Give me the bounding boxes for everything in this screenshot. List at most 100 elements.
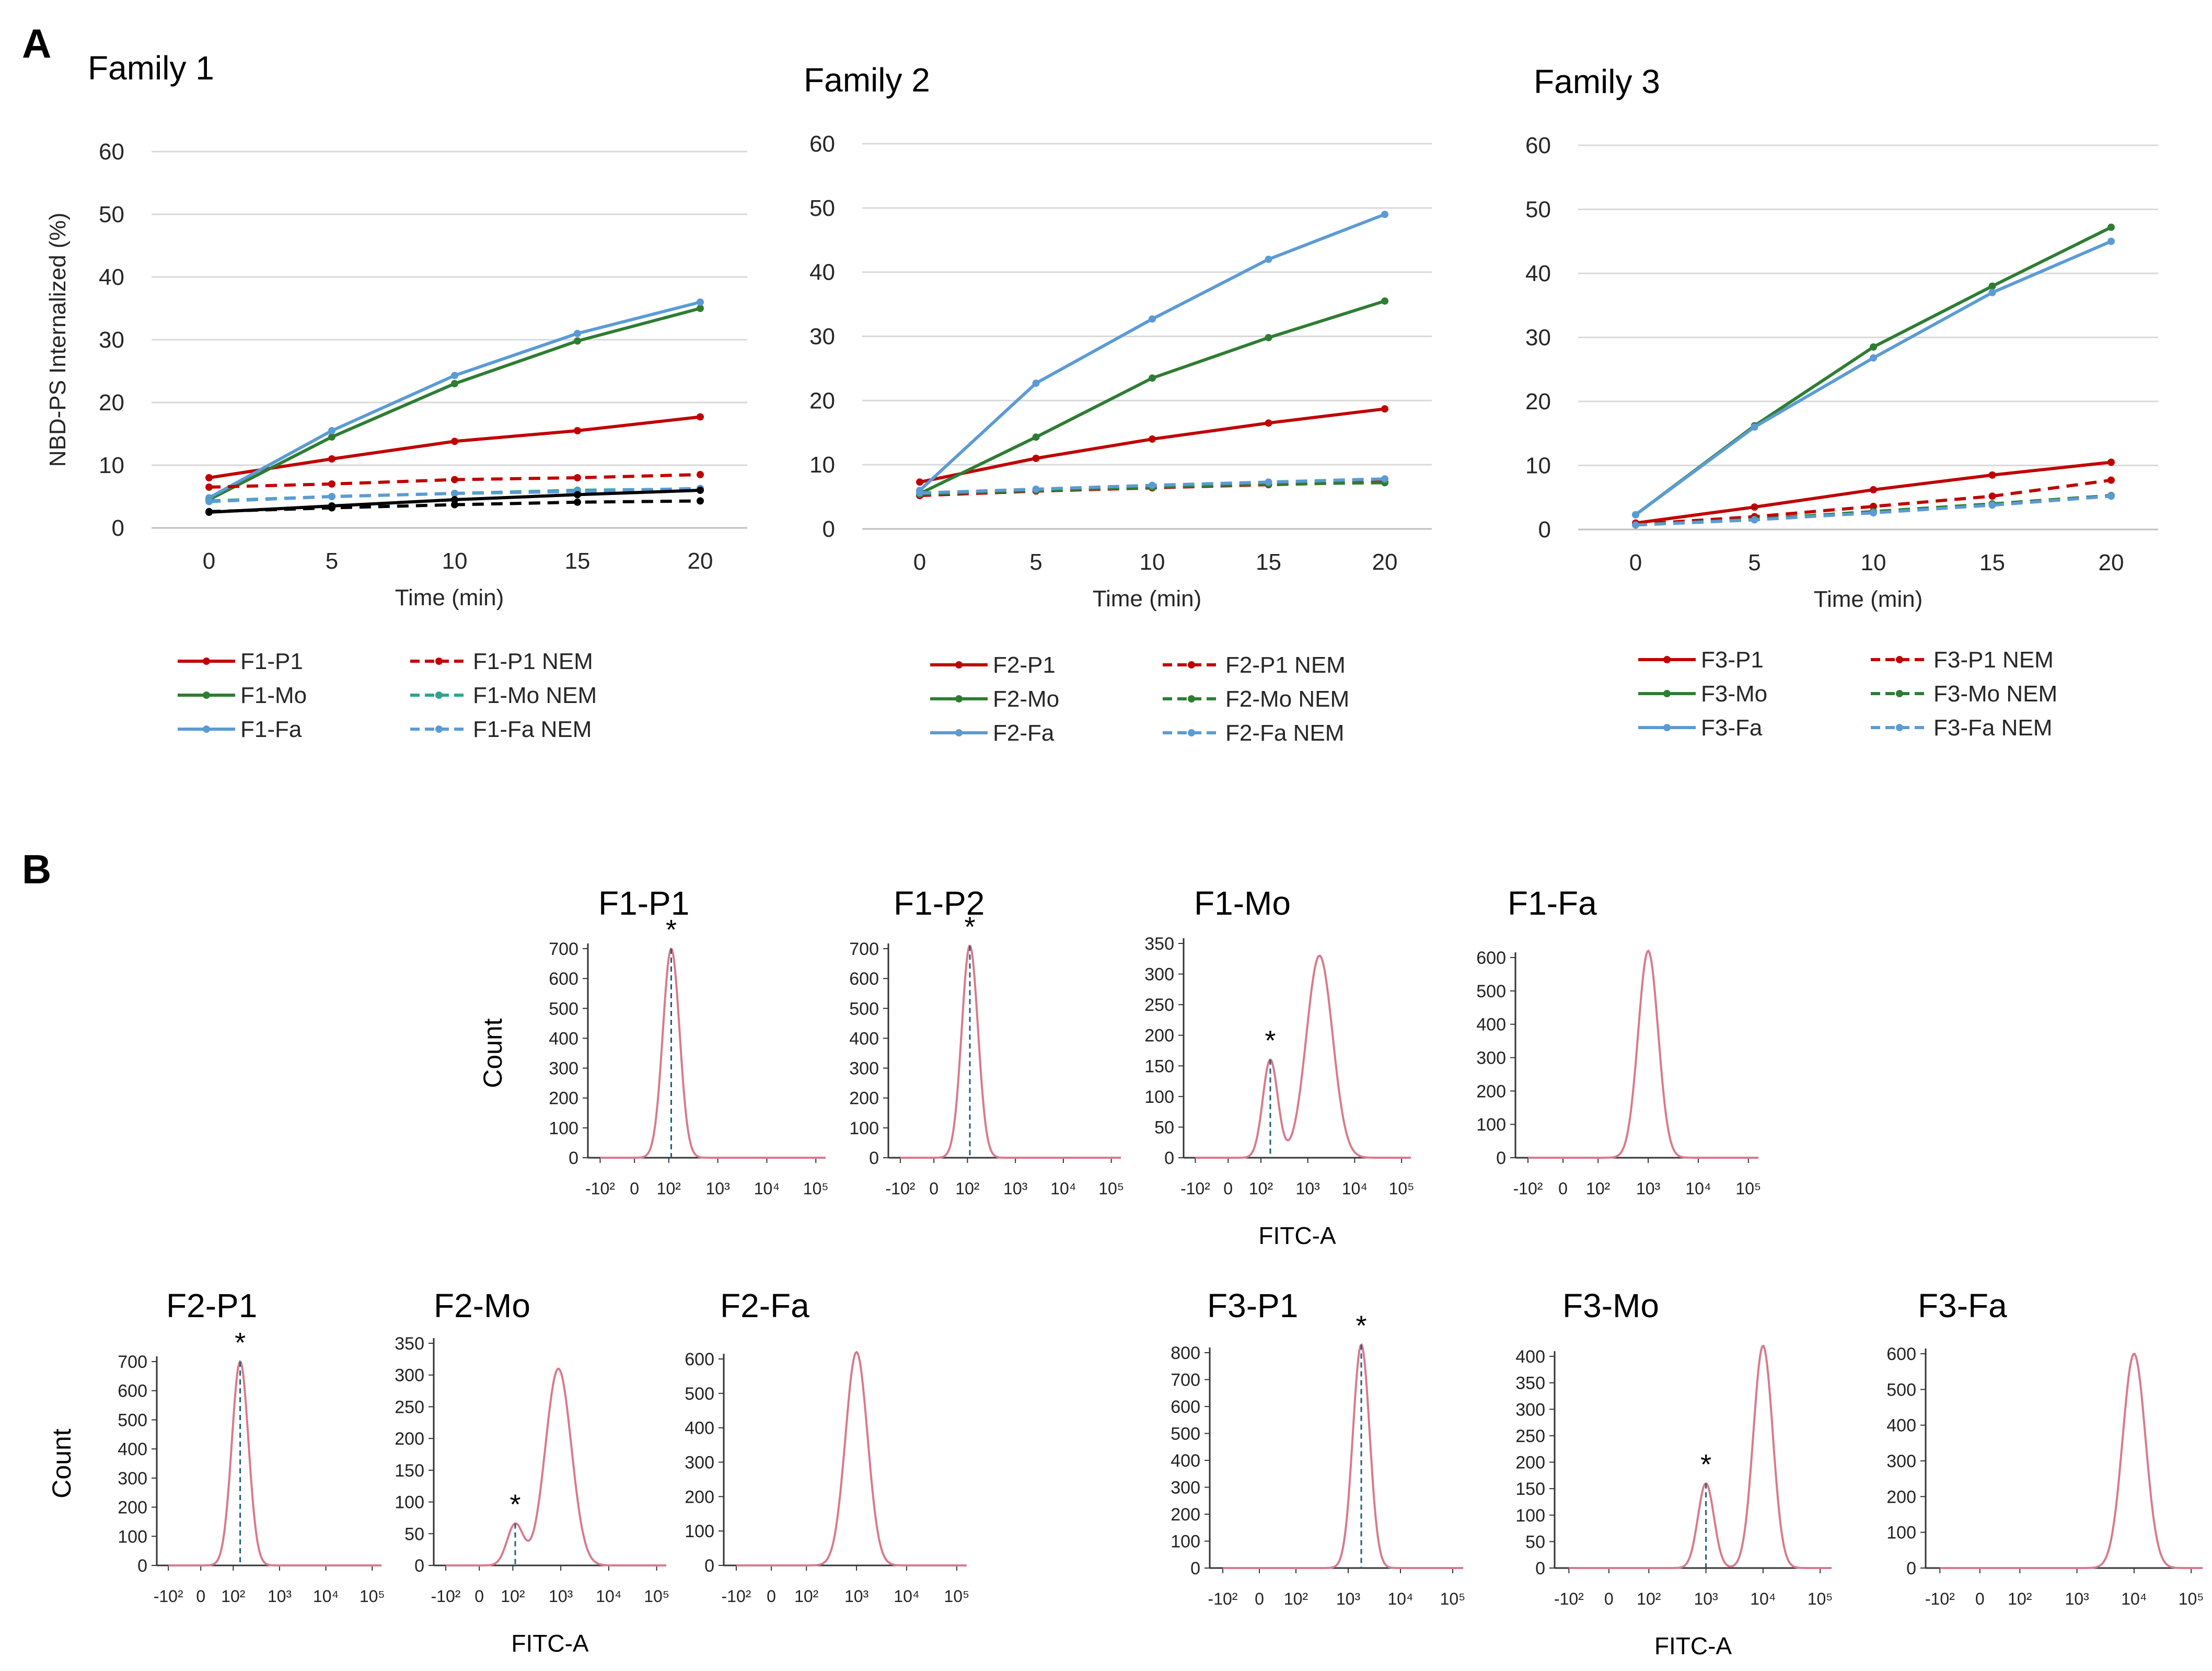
histogram-title: F1-Fa [1508, 884, 1597, 922]
y-tick-label: 50 [1525, 197, 1551, 223]
x-tick-label: 15 [565, 548, 590, 574]
x-tick-label: 10⁵ [2179, 1589, 2204, 1608]
y-tick-label: 20 [809, 388, 835, 413]
x-tick-label: 10⁴ [596, 1587, 621, 1606]
y-tick-label: 150 [395, 1461, 424, 1481]
x-tick-label: 10³ [705, 1179, 730, 1198]
legend-marker [1896, 724, 1903, 731]
data-point [451, 437, 458, 445]
data-point [451, 372, 458, 379]
x-tick-label: 0 [767, 1587, 776, 1606]
data-point [1149, 315, 1156, 323]
y-tick-label: 10 [1525, 453, 1551, 479]
data-point [1751, 423, 1758, 431]
data-point [1751, 516, 1758, 524]
y-tick-label: 500 [549, 999, 578, 1019]
series-line-f2-fa [918, 213, 1386, 492]
y-tick-label: 100 [685, 1522, 714, 1541]
data-point [1032, 379, 1040, 387]
y-tick-label: 600 [118, 1381, 147, 1401]
x-tick-label: -10² [722, 1587, 751, 1606]
x-tick-label: 0 [1629, 550, 1642, 575]
y-tick-label: 600 [1476, 948, 1506, 968]
y-tick-label: 700 [1171, 1370, 1200, 1390]
x-axis-label: Time (min) [1093, 586, 1202, 612]
x-tick-label: 20 [688, 548, 713, 574]
legend-entry: F3-Fa NEM [1933, 715, 2052, 741]
x-tick-label: 10⁴ [754, 1179, 780, 1198]
y-tick-label: 200 [1144, 1026, 1174, 1046]
x-axis-label: Time (min) [395, 585, 504, 610]
y-tick-label: 500 [849, 999, 879, 1019]
data-point [697, 471, 704, 478]
peak-star: * [666, 914, 677, 946]
y-tick-label: 100 [1144, 1087, 1174, 1107]
x-tick-label: 10³ [268, 1587, 292, 1606]
x-tick-label: 10⁵ [803, 1179, 829, 1198]
series-line-f2-p1 [919, 407, 1385, 484]
chart-title: Family 2 [804, 61, 930, 99]
x-tick-label: 15 [1256, 549, 1281, 575]
x-tick-label: 20 [2099, 550, 2124, 575]
legend-entry: F2-Mo NEM [1225, 686, 1349, 712]
peak-star: * [1356, 1310, 1366, 1342]
data-point [2107, 223, 2115, 231]
legend-entry: F1-Fa NEM [473, 717, 592, 742]
data-point [574, 498, 581, 506]
x-tick-label: 0 [630, 1179, 639, 1198]
x-tick-label: 10⁴ [313, 1587, 339, 1606]
histogram-title: F1-P2 [894, 884, 985, 922]
y-tick-label: 400 [849, 1029, 879, 1048]
y-tick-label: 50 [1525, 1532, 1545, 1552]
histogram-f2-mo: F2-Mo 0 50 100 150 200 250 300 350 -10² 0 10² 10³ 10⁴… [395, 1287, 669, 1657]
x-tick-label: 0 [474, 1587, 484, 1606]
x-tick-label: 10³ [2065, 1589, 2089, 1608]
legend-entry: F2-P1 NEM [1225, 652, 1346, 678]
data-point [1988, 492, 1996, 500]
x-tick-label: 10³ [844, 1587, 869, 1606]
x-tick-label: -10² [1513, 1179, 1543, 1198]
x-tick-label: 10⁴ [1750, 1589, 1776, 1608]
data-point [1032, 433, 1040, 441]
y-tick-label: 50 [404, 1524, 424, 1544]
data-point [2107, 492, 2115, 500]
y-tick-label: 400 [1886, 1416, 1916, 1436]
x-tick-label: 0 [1558, 1179, 1568, 1198]
data-point [451, 496, 458, 503]
histogram-title: F3-Fa [1918, 1287, 2007, 1324]
x-tick-label: 10³ [549, 1587, 573, 1606]
legend-entry: F2-Fa [993, 720, 1055, 746]
y-tick-label: 600 [849, 969, 879, 989]
data-point [1381, 297, 1388, 305]
y-tick-label: 50 [1154, 1117, 1174, 1137]
legend-marker [1663, 724, 1671, 731]
histogram-f2-p1: F2-P1 0 100 200 300 400 500 600 700 -10² 0 10² 10³ 10… [47, 1287, 385, 1606]
y-axis-label: NBD-PS Internalized (%) [45, 213, 71, 467]
data-point [1870, 486, 1877, 494]
x-tick-label: -10² [154, 1587, 183, 1606]
y-tick-label: 500 [1476, 982, 1506, 1001]
line-chart-a1: Family 1 0 10 20 30 40 50 60 0 5 10 15 20 Time (min) N… [45, 49, 747, 742]
y-tick-label: 350 [1144, 934, 1174, 954]
legend-marker [203, 658, 210, 665]
data-point [205, 509, 213, 516]
data-point [1632, 511, 1639, 518]
histogram-f1-mo: F1-Mo 0 50 100 150 200 250 300 350 -10² 0 10² 10³ 10⁴… [1144, 884, 1414, 1249]
histogram-curve [900, 944, 1121, 1159]
y-tick-label: 10 [99, 453, 124, 478]
x-tick-label: -10² [1925, 1589, 1955, 1608]
histogram-f1-fa: F1-Fa 0 100 200 300 400 500 600 -10² 0 10² 10³ 10⁴ 10… [1476, 884, 1761, 1198]
histogram-curve [736, 1351, 967, 1566]
legend-entry: F2-P1 [993, 652, 1056, 678]
data-point [574, 427, 581, 434]
x-axis-label: FITC-A [511, 1630, 589, 1657]
data-point [1870, 343, 1877, 351]
x-tick-label: 10⁵ [1808, 1589, 1833, 1608]
y-tick-label: 0 [1538, 517, 1551, 543]
legend-entry: F1-P1 [240, 649, 303, 674]
y-tick-label: 500 [118, 1410, 147, 1430]
legend-marker [435, 692, 443, 699]
y-tick-label: 100 [1886, 1523, 1916, 1543]
data-point [1988, 471, 1996, 479]
